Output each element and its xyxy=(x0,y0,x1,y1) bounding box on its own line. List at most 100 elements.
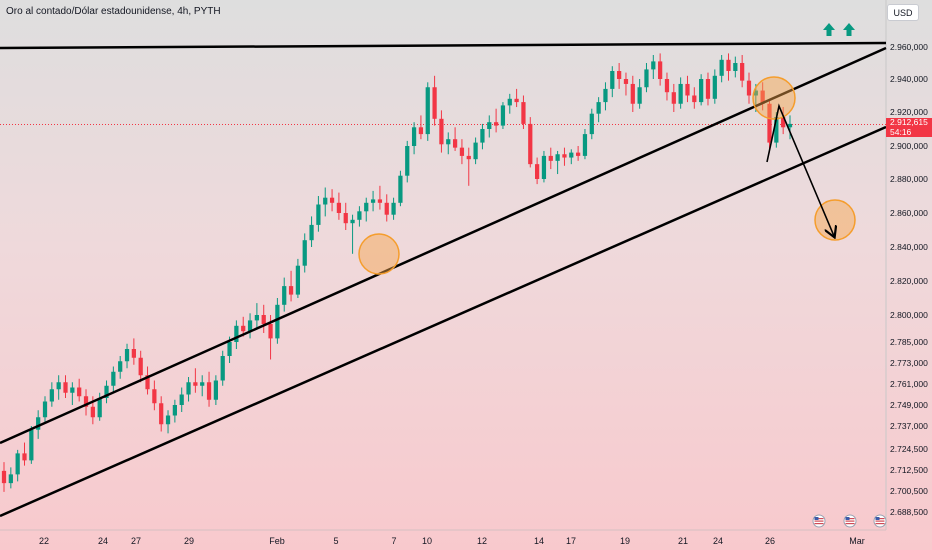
candle-body xyxy=(172,405,177,416)
price-tick-label: 2.860,000 xyxy=(890,208,928,218)
time-tick-label: 10 xyxy=(422,536,432,546)
candle-body xyxy=(705,79,711,99)
time-tick-label: 29 xyxy=(184,536,194,546)
candle-body xyxy=(83,396,89,407)
current-price-label: 2.912,615 54:16 xyxy=(886,117,932,137)
candle-body xyxy=(521,102,526,124)
price-tick-label: 2.820,000 xyxy=(890,276,928,286)
time-tick-label: 22 xyxy=(39,536,49,546)
us-event-icon[interactable] xyxy=(873,514,887,528)
candle-body xyxy=(282,286,287,305)
candle-body xyxy=(405,146,410,176)
candle-body xyxy=(316,204,321,225)
price-tick-label: 2.785,000 xyxy=(890,337,928,347)
candle-body xyxy=(678,83,683,104)
candle-body xyxy=(377,199,383,203)
candle-body xyxy=(343,213,348,224)
time-tick-label: 21 xyxy=(678,536,688,546)
candle-body xyxy=(582,134,588,156)
candle-body xyxy=(56,382,61,390)
arrow-up-icon[interactable] xyxy=(843,23,855,36)
candle-body xyxy=(15,453,20,475)
candle-body xyxy=(726,59,731,71)
candle-body xyxy=(138,357,143,376)
candle-body xyxy=(596,102,601,114)
candle-body xyxy=(118,361,123,372)
chart-title: Oro al contado/Dólar estadounidense, 4h,… xyxy=(6,6,221,17)
time-tick-label: 17 xyxy=(566,536,576,546)
price-tick-label: 2.724,500 xyxy=(890,444,928,454)
candle-body xyxy=(370,199,376,203)
current-price-value: 2.912,615 xyxy=(890,117,928,127)
candle-body xyxy=(36,417,41,430)
candle-body xyxy=(712,75,717,99)
projection-path xyxy=(766,103,834,236)
candle-body xyxy=(651,61,656,70)
candle-body xyxy=(302,240,307,266)
arrow-up-icon[interactable] xyxy=(823,23,835,36)
candle-body xyxy=(42,401,48,418)
candle-body xyxy=(617,71,622,79)
candle-body xyxy=(254,315,260,321)
candle-body xyxy=(179,394,184,405)
candle-body xyxy=(29,429,34,461)
time-tick-label: Feb xyxy=(269,536,285,546)
candle-body xyxy=(111,371,116,386)
us-event-icon[interactable] xyxy=(812,514,826,528)
candle-body xyxy=(391,202,396,215)
candle-body xyxy=(186,382,191,395)
candle-body xyxy=(411,127,417,146)
candle-body xyxy=(610,71,615,89)
candle-body xyxy=(357,211,362,220)
candle-body xyxy=(227,342,232,356)
price-tick-label: 2.712,500 xyxy=(890,465,928,475)
candle-body xyxy=(193,382,198,386)
candle-body xyxy=(90,406,95,418)
time-tick-label: 24 xyxy=(713,536,723,546)
candle-body xyxy=(309,224,314,241)
candle-body xyxy=(206,382,212,400)
candle-body xyxy=(8,474,13,484)
candle-body xyxy=(746,80,752,96)
candle-body xyxy=(200,382,205,386)
candle-body xyxy=(466,155,471,160)
price-axis: 2.960,000 2.940,000 2.920,000 2.900,000 2.88… xyxy=(890,42,928,517)
candle-body xyxy=(493,122,499,126)
candle-body xyxy=(452,139,458,148)
price-tick-label: 2.773,000 xyxy=(890,358,928,368)
channel-lower-line xyxy=(0,125,887,518)
candle-body xyxy=(432,87,437,119)
candle-body xyxy=(562,154,567,158)
candle-body xyxy=(446,139,451,145)
candle-body xyxy=(439,118,444,145)
time-tick-label: 19 xyxy=(620,536,630,546)
currency-button[interactable]: USD xyxy=(887,4,919,21)
candle-body xyxy=(487,122,492,129)
candle-body xyxy=(350,219,355,224)
candle-body xyxy=(500,105,506,126)
time-tick-label: 7 xyxy=(391,536,396,546)
candle-body xyxy=(261,315,266,324)
candle-body xyxy=(131,349,136,358)
candle-body xyxy=(288,286,294,295)
candle-body xyxy=(644,69,649,88)
candle-body xyxy=(569,152,574,158)
price-tick-label: 2.737,000 xyxy=(890,421,928,431)
candle-body xyxy=(589,113,594,135)
candle-body xyxy=(692,95,697,103)
candle-body xyxy=(159,403,164,425)
us-event-icon[interactable] xyxy=(843,514,857,528)
candle-body xyxy=(145,375,150,390)
candle-body xyxy=(97,398,102,418)
candle-body xyxy=(671,92,676,104)
candle-body xyxy=(104,385,109,398)
time-axis: 22 24 27 29 Feb 5 7 10 12 14 17 19 21 24 26 Mar xyxy=(39,536,865,546)
time-tick-label: 24 xyxy=(98,536,108,546)
candle-body xyxy=(49,389,54,402)
candle-body xyxy=(534,164,540,179)
candle-body xyxy=(541,155,547,179)
candle-body xyxy=(323,197,328,205)
candle-body xyxy=(234,325,239,342)
